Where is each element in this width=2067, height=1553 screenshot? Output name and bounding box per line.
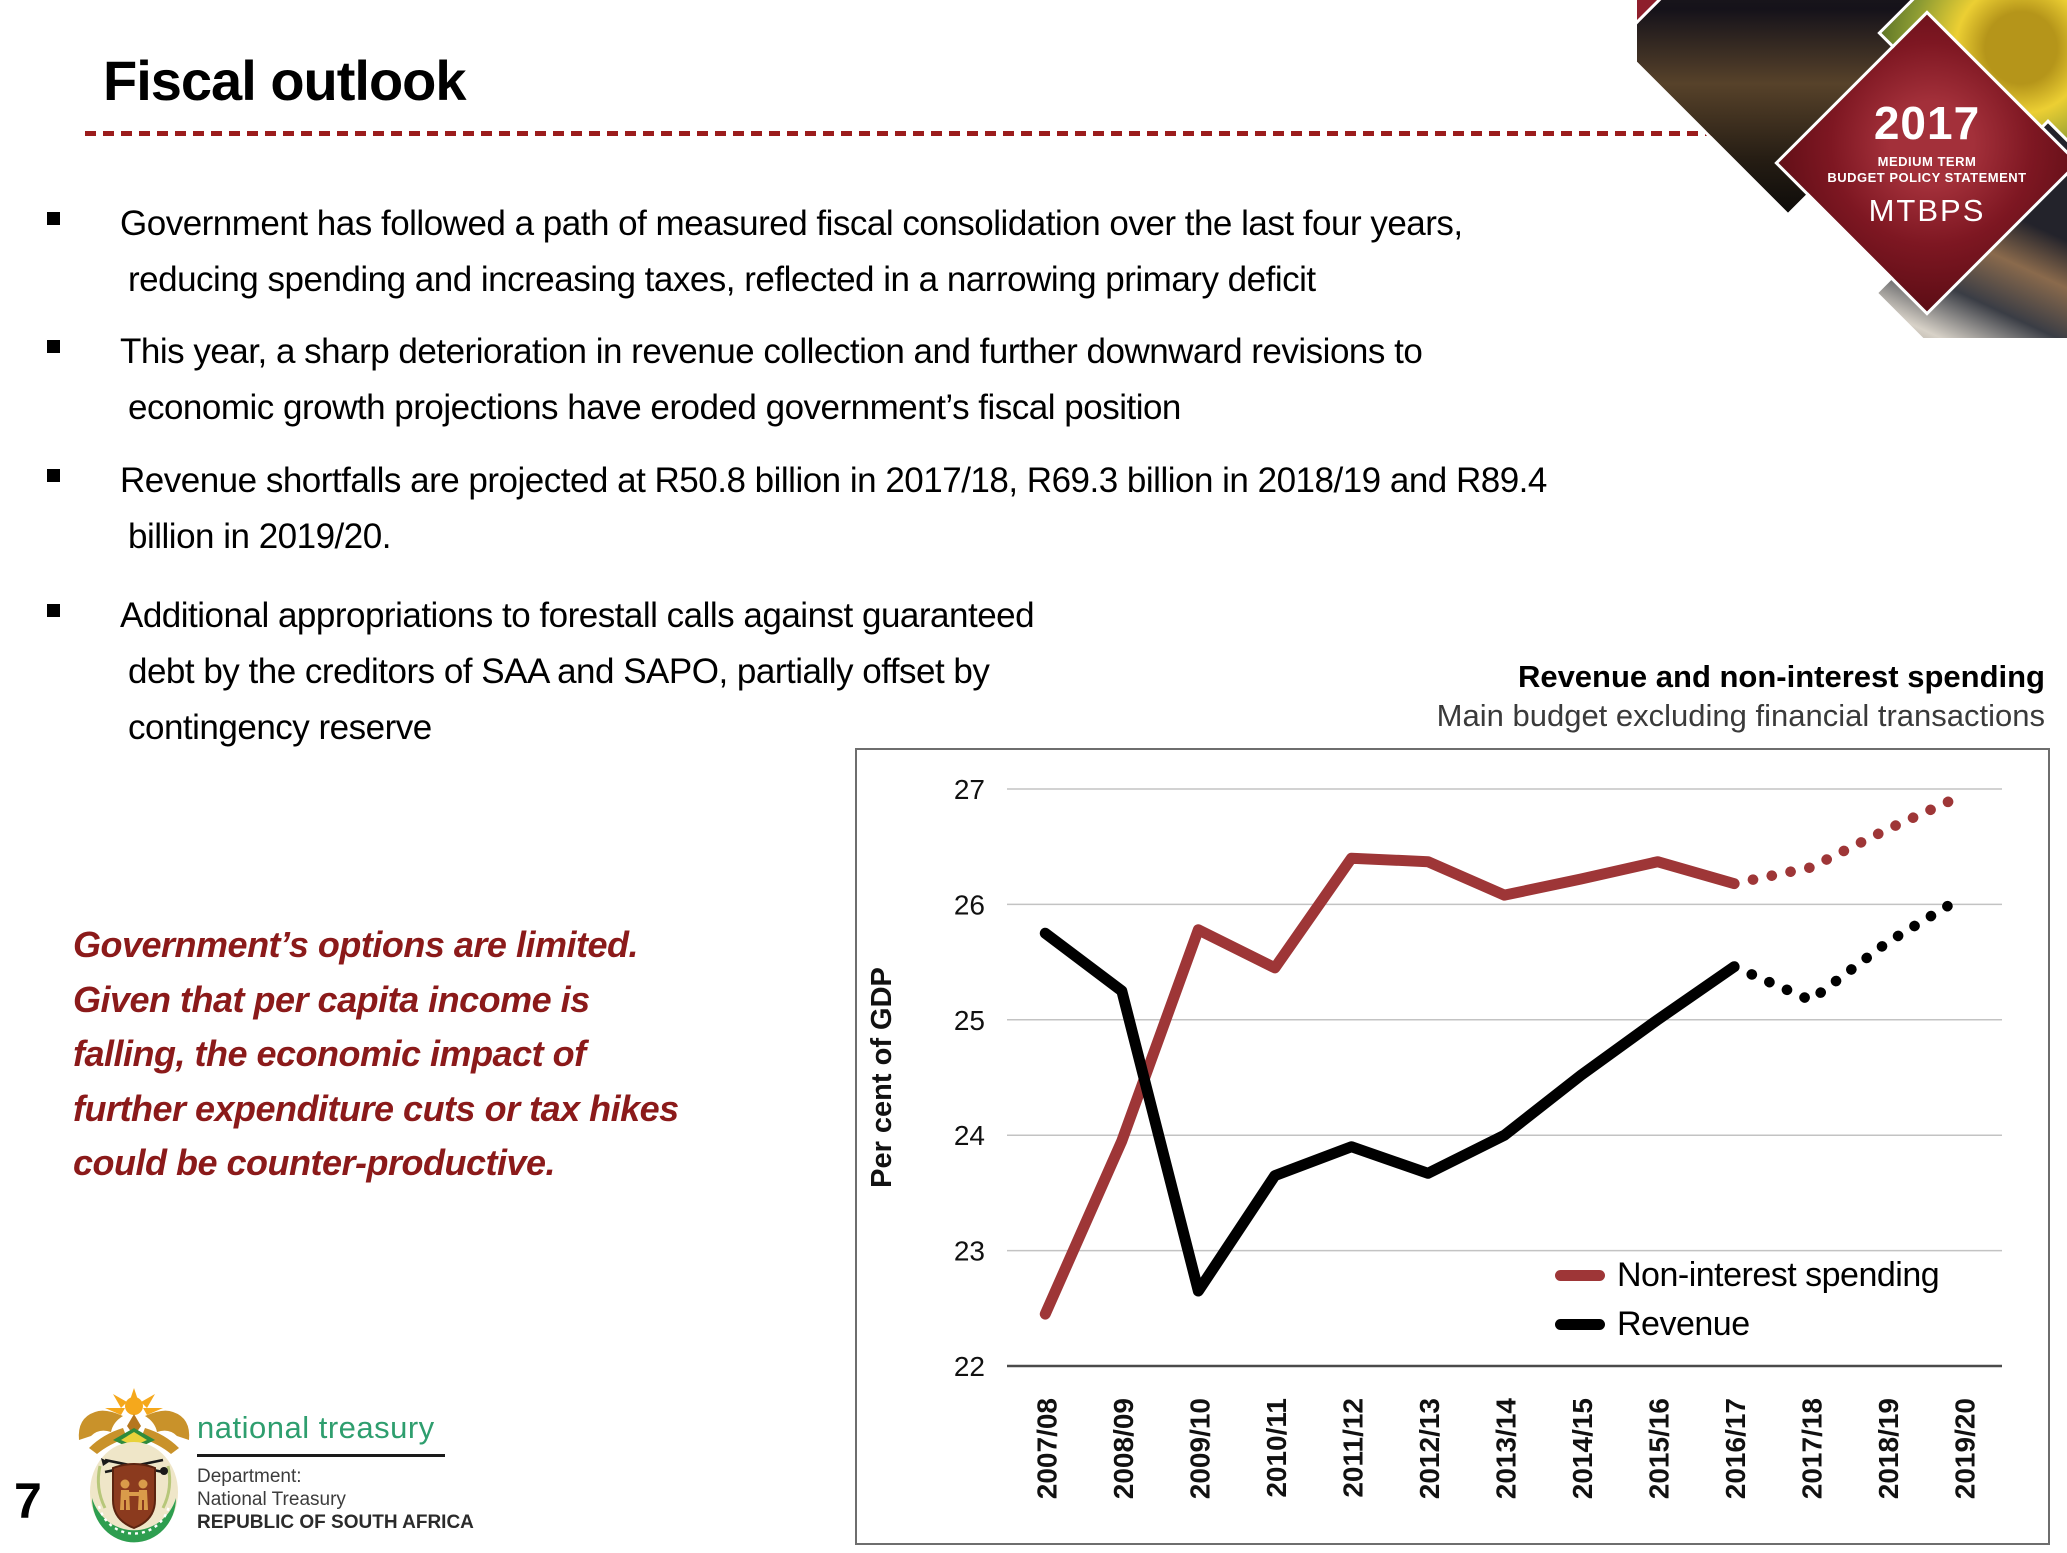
- callout-line-4: further expenditure cuts or tax hikes: [73, 1087, 679, 1129]
- x-tick-label: 2013/14: [1491, 1398, 1522, 1500]
- bullet-4-line-1: Additional appropriations to forestall c…: [120, 596, 1035, 635]
- bullet-square-icon: [47, 469, 60, 482]
- x-tick-label: 2017/18: [1797, 1398, 1828, 1499]
- national-treasury-wordmark: national treasury Department: National T…: [197, 1410, 527, 1534]
- chart-plot-area: 22 23 24 25 26 27 Per cent of GDP 2007/08 2008/0…: [866, 774, 2002, 1500]
- legend-label: Non-interest spending: [1617, 1255, 1940, 1294]
- x-tick-label: 2012/13: [1414, 1398, 1445, 1499]
- callout-line-5: could be counter-productive.: [73, 1142, 556, 1183]
- bullet-1-line-1: Government has followed a path of measur…: [120, 204, 1463, 243]
- x-tick-label: 2009/10: [1184, 1398, 1215, 1499]
- chart-legend: Non-interest spending Revenue: [1555, 1255, 1940, 1353]
- legend-item-revenue: Revenue: [1555, 1304, 1939, 1344]
- bullet-square-icon: [47, 212, 60, 225]
- legend-item-non-interest-spending: Non-interest spending: [1555, 1255, 1940, 1295]
- x-tick-label: 2018/19: [1873, 1398, 1904, 1499]
- chart-title: Revenue and non-interest spending: [1517, 659, 2045, 694]
- country-name: REPUBLIC OF SOUTH AFRICA: [197, 1512, 474, 1533]
- line-chart: 22 23 24 25 26 27 Per cent of GDP 2007/08 2008/0…: [855, 748, 2050, 1545]
- coat-of-arms-icon: [78, 1388, 190, 1543]
- chart-subtitle: Main budget excluding financial transact…: [1436, 697, 2045, 733]
- page-title: Fiscal outlook: [103, 49, 466, 112]
- legend-marker-red: [1555, 1269, 1605, 1281]
- title-underline-dashes: [85, 131, 1790, 136]
- bullet-3-line-1: Revenue shortfalls are projected at R50.…: [120, 461, 1547, 500]
- legend-label: Revenue: [1617, 1304, 1750, 1343]
- callout-line-1: Government’s options are limited.: [73, 924, 638, 965]
- series-solid-revenue: [1039, 927, 1740, 1297]
- wordmark-rule: [197, 1454, 445, 1457]
- callout-line-2: Given that per capita income is: [73, 978, 590, 1020]
- chart-heading: Revenue and non-interest spending Main b…: [1437, 658, 2045, 736]
- y-tick-label: 27: [954, 774, 985, 805]
- callout-text: Government’s options are limited. Given …: [73, 918, 679, 1191]
- series-dotted-non-interest-spending: [1728, 789, 1969, 889]
- bullet-item-3: Revenue shortfalls are projected at R50.…: [45, 453, 1547, 565]
- page-number: 7: [14, 1473, 42, 1529]
- series-dotted-revenue: [1728, 891, 1969, 1006]
- bullet-item-4: Additional appropriations to forestall c…: [45, 588, 1035, 756]
- bullet-item-1: Government has followed a path of measur…: [45, 196, 1463, 308]
- x-tick-label: 2019/20: [1950, 1398, 1981, 1499]
- x-tick-label: 2015/16: [1644, 1398, 1675, 1499]
- bullet-item-2: This year, a sharp deterioration in reve…: [45, 324, 1423, 436]
- bullet-2-line-1: This year, a sharp deterioration in reve…: [120, 332, 1423, 371]
- y-tick-label: 22: [954, 1351, 985, 1382]
- x-tick-label: 2007/08: [1031, 1398, 1062, 1499]
- x-tick-label: 2014/15: [1567, 1398, 1598, 1499]
- bullet-4-line-3: contingency reserve: [128, 708, 432, 747]
- bullet-square-icon: [47, 604, 60, 617]
- bullet-1-line-2: reducing spending and increasing taxes, …: [128, 260, 1316, 299]
- badge-line2: BUDGET POLICY STATEMENT: [1827, 169, 2027, 185]
- badge-line1: MEDIUM TERM: [1877, 153, 1977, 169]
- bullet-4-line-2: debt by the creditors of SAA and SAPO, p…: [128, 652, 990, 691]
- dept-name: National Treasury: [197, 1489, 346, 1510]
- x-tick-label: 2010/11: [1261, 1398, 1292, 1498]
- legend-marker-black: [1555, 1318, 1605, 1330]
- x-tick-label: 2011/12: [1337, 1398, 1368, 1498]
- bullet-2-line-2: economic growth projections have eroded …: [128, 388, 1181, 427]
- bullet-3-line-2: billion in 2019/20.: [128, 517, 391, 556]
- badge-year: 2017: [1873, 96, 1981, 149]
- y-tick-label: 26: [954, 889, 985, 920]
- x-tick-label: 2016/17: [1720, 1398, 1751, 1499]
- series-solid-non-interest-spending: [1039, 852, 1740, 1320]
- x-tick-label: 2008/09: [1108, 1398, 1139, 1499]
- mtbps-collage: 2017 MEDIUM TERM BUDGET POLICY STATEMENT…: [1637, 0, 2067, 338]
- bullet-square-icon: [47, 340, 60, 353]
- org-name: national treasury: [197, 1410, 435, 1445]
- callout-line-3: falling, the economic impact of: [73, 1033, 586, 1074]
- y-tick-label: 25: [954, 1005, 985, 1036]
- y-axis-title: Per cent of GDP: [866, 967, 898, 1188]
- y-tick-label: 23: [954, 1236, 985, 1267]
- dept-label: Department:: [197, 1466, 302, 1487]
- mtbps-badge-text: 2017 MEDIUM TERM BUDGET POLICY STATEMENT…: [1822, 58, 2032, 268]
- y-tick-label: 24: [954, 1120, 985, 1151]
- badge-acronym: MTBPS: [1868, 193, 1986, 229]
